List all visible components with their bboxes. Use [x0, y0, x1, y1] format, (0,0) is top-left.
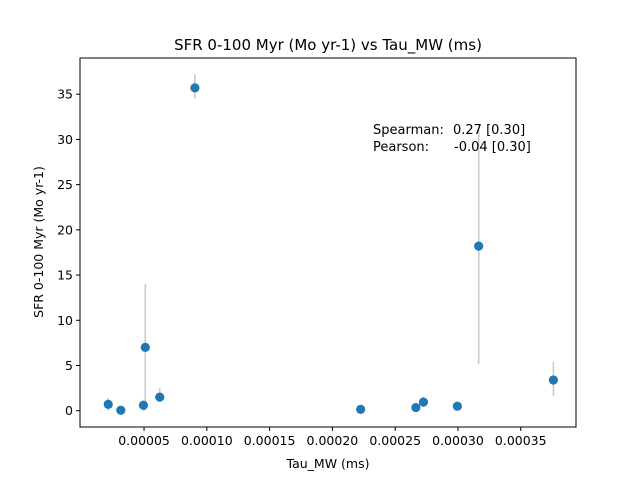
- y-tick-label: 20: [57, 222, 73, 237]
- data-point: [452, 401, 462, 411]
- data-point: [190, 83, 200, 93]
- y-tick-label: 30: [57, 132, 73, 147]
- data-point: [474, 241, 484, 251]
- x-axis-label: Tau_MW (ms): [286, 456, 370, 471]
- spearman-label: Spearman:: [373, 123, 444, 138]
- y-tick-label: 5: [65, 358, 73, 373]
- y-tick-label: 0: [65, 403, 73, 418]
- data-point: [155, 392, 165, 402]
- y-tick-label: 10: [57, 313, 73, 328]
- data-point: [138, 400, 149, 410]
- x-tick-label: 0.00035: [495, 433, 547, 448]
- x-tick-label: 0.00015: [244, 433, 296, 448]
- data-points: [103, 83, 558, 415]
- chart-title: SFR 0-100 Myr (Mo yr-1) vs Tau_MW (ms): [174, 36, 482, 55]
- data-point: [140, 342, 150, 353]
- x-tick-label: 0.00020: [307, 433, 359, 448]
- x-tick-label: 0.00025: [369, 433, 421, 448]
- y-tick-label: 25: [57, 177, 73, 192]
- pearson-value: -0.04 [0.30]: [454, 140, 531, 155]
- x-tick-label: 0.00010: [181, 433, 233, 448]
- data-point: [356, 404, 366, 414]
- y-axis-ticks: 0 5 10 15 20 25 30 35: [57, 87, 80, 418]
- y-tick-label: 35: [57, 87, 73, 102]
- data-point: [418, 397, 429, 407]
- correlation-annotation: Spearman: 0.27 [0.30] Pearson: -0.04 [0.…: [373, 123, 531, 155]
- data-point: [116, 405, 126, 415]
- pearson-label: Pearson:: [373, 140, 429, 155]
- spearman-value: 0.27 [0.30]: [453, 123, 525, 138]
- y-axis-label: SFR 0-100 Myr (Mo yr-1): [31, 166, 46, 318]
- data-point: [548, 375, 558, 385]
- y-tick-label: 15: [57, 268, 73, 283]
- plot-frame: [79, 57, 577, 428]
- x-tick-label: 0.00005: [118, 433, 170, 448]
- x-tick-label: 0.00030: [432, 433, 484, 448]
- data-point: [411, 402, 421, 413]
- data-point: [103, 399, 113, 409]
- x-axis-ticks: 0.00005 0.00010 0.00015 0.00020 0.00025 0.000…: [118, 427, 547, 448]
